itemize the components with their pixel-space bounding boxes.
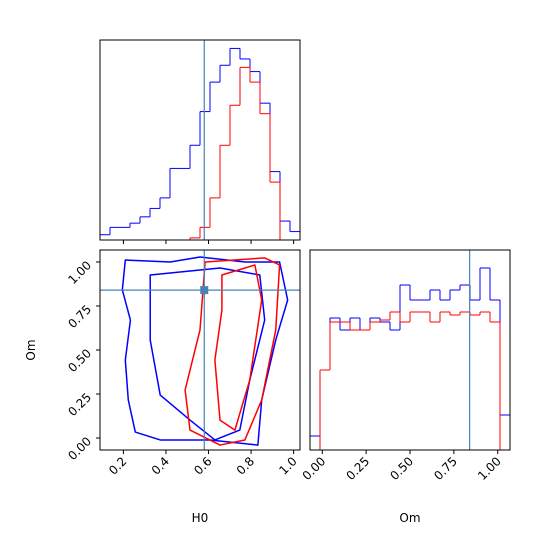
- x-axis-label: H0: [192, 511, 209, 525]
- x-tick-label: 0.2: [106, 454, 129, 477]
- x-tick-label: 0.75: [431, 454, 460, 483]
- truth-point: [200, 286, 209, 295]
- axes-frame: [309, 249, 511, 451]
- x-tick-label: 1.0: [276, 454, 299, 477]
- y-tick-label: 1.00: [65, 258, 94, 287]
- axes-frame: [99, 249, 301, 451]
- contour-line: [214, 264, 263, 431]
- x-tick-label: 1.00: [475, 454, 504, 483]
- histogram-edge: [189, 67, 281, 240]
- contour-line: [149, 267, 266, 441]
- y-tick-label: 0.75: [65, 302, 94, 331]
- x-axis-label: Om: [399, 511, 420, 525]
- histogram-edge: [309, 268, 511, 450]
- contour-line: [121, 256, 289, 446]
- x-tick-label: 0.25: [343, 454, 372, 483]
- y-tick-label: 0.50: [65, 346, 94, 375]
- y-tick-label: 0.00: [65, 434, 94, 463]
- axes-frame: [99, 39, 301, 241]
- x-tick-label: 0.6: [191, 454, 214, 477]
- y-axis-label: Om: [24, 339, 38, 360]
- contour-line: [184, 257, 281, 446]
- histogram-edge: [319, 312, 501, 450]
- x-tick-label: 0.8: [234, 454, 257, 477]
- x-tick-label: 0.4: [149, 454, 172, 477]
- x-tick-label: 0.00: [300, 454, 329, 483]
- y-tick-label: 0.25: [65, 390, 94, 419]
- x-tick-label: 0.50: [387, 454, 416, 483]
